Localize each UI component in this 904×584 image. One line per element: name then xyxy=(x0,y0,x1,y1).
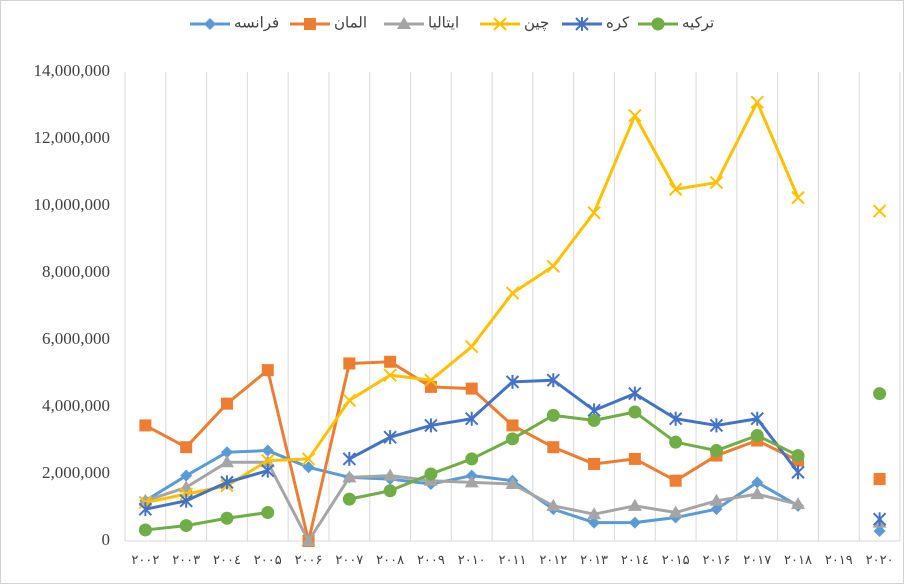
x-tick-label: ۲۰۱۶ xyxy=(702,552,730,567)
marker xyxy=(547,441,559,453)
marker xyxy=(139,523,152,536)
x-tick-label: ۲۰۲۰ xyxy=(866,552,894,567)
legend-label: چین xyxy=(524,15,549,31)
marker xyxy=(588,414,601,427)
x-tick-label: ۲۰۱۵ xyxy=(662,552,690,567)
marker xyxy=(588,458,600,470)
y-tick-label: 10,000,000 xyxy=(34,195,111,214)
marker xyxy=(669,436,682,449)
marker xyxy=(466,383,478,395)
x-tick-label: ۲۰۱۰ xyxy=(458,552,486,567)
marker xyxy=(751,429,764,442)
marker xyxy=(343,493,356,506)
y-tick-label: 0 xyxy=(102,530,111,549)
x-tick-label: ۲۰۰۵ xyxy=(254,552,282,567)
legend-label: ایتالیا xyxy=(428,15,459,31)
chart: 0 2,000,000 4,000,000 6,000,000 8,000,000 10,… xyxy=(0,0,904,584)
marker xyxy=(670,475,682,487)
y-tick-label: 14,000,000 xyxy=(34,61,111,80)
y-tick-label: 8,000,000 xyxy=(42,262,110,281)
marker xyxy=(465,452,478,465)
marker xyxy=(792,449,805,462)
x-tick-label: ۲۰۰۲ xyxy=(131,552,159,567)
x-tick-label: ۲۰۰۷ xyxy=(335,552,363,567)
marker xyxy=(506,432,519,445)
x-tick-label: ۲۰۰۳ xyxy=(172,552,200,567)
y-tick-label: 2,000,000 xyxy=(42,463,110,482)
marker xyxy=(424,468,437,481)
marker xyxy=(261,506,274,519)
x-tick-label: ۲۰۱۹ xyxy=(825,552,853,567)
x-tick-label: ۲۰۰۹ xyxy=(417,552,445,567)
x-tick-label: ۲۰۰۶ xyxy=(295,552,323,567)
marker xyxy=(262,364,274,376)
x-tick-label: ۲۰۱۱ xyxy=(499,552,527,567)
x-tick-label: ۲۰۱۸ xyxy=(784,552,812,567)
x-tick-label: ۲۰۱۷ xyxy=(743,552,771,567)
legend-label: فرانسه xyxy=(234,15,279,31)
marker xyxy=(873,387,886,400)
y-tick-label: 6,000,000 xyxy=(42,329,110,348)
x-tick-label: ۲۰۱٤ xyxy=(621,552,649,567)
marker xyxy=(384,356,396,368)
marker xyxy=(547,409,560,422)
marker xyxy=(220,512,233,525)
marker xyxy=(874,473,886,485)
x-tick-label: ۲۰۰٤ xyxy=(213,552,241,567)
marker xyxy=(629,453,641,465)
x-tick-label: ۲۰۱۲ xyxy=(539,552,567,567)
marker xyxy=(180,441,192,453)
marker xyxy=(710,444,723,457)
y-tick-label: 4,000,000 xyxy=(42,396,110,415)
x-tick-label: ۲۰۱۳ xyxy=(580,552,608,567)
legend-label: المان xyxy=(334,15,367,31)
marker xyxy=(343,357,355,369)
marker xyxy=(507,419,519,431)
x-tick-label: ۲۰۰۸ xyxy=(376,552,404,567)
marker xyxy=(221,398,233,410)
marker xyxy=(652,18,665,31)
marker xyxy=(425,381,437,393)
y-tick-label: 12,000,000 xyxy=(34,128,111,147)
marker xyxy=(139,419,151,431)
legend-label: کره xyxy=(606,15,630,31)
marker xyxy=(180,519,193,532)
marker xyxy=(384,484,397,497)
legend-label: ترکیه xyxy=(682,15,714,31)
marker xyxy=(628,406,641,419)
marker xyxy=(304,18,316,30)
